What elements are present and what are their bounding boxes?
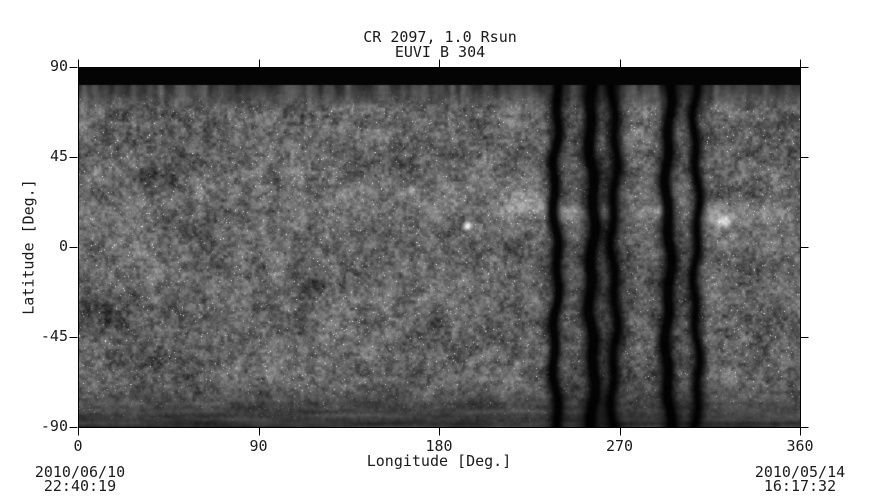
x-tick-label: 90 xyxy=(249,437,268,455)
y-tick-label: 0 xyxy=(58,237,68,255)
x-tick-label: 0 xyxy=(73,437,83,455)
synoptic-map-image xyxy=(78,67,800,427)
y-tick-label: 90 xyxy=(49,57,68,75)
x-axis-title: Longitude [Deg.] xyxy=(366,452,512,470)
bottom-right-date: 2010/05/14 16:17:32 xyxy=(720,463,880,495)
x-tick-label: 360 xyxy=(786,437,814,455)
x-tick-label: 270 xyxy=(605,437,634,455)
y-tick-label: -90 xyxy=(40,417,68,435)
figure-subtitle: EUVI B 304 xyxy=(394,43,486,61)
y-tick-label: 45 xyxy=(49,147,68,165)
bottom-right-date-line1: 2010/05/14 xyxy=(754,463,846,481)
bottom-left-date-line1: 2010/06/10 xyxy=(34,463,126,481)
bottom-left-date-line2: 22:40:19 xyxy=(43,477,117,495)
x-tick-label: 180 xyxy=(425,437,453,455)
bottom-right-date-line2: 16:17:32 xyxy=(763,477,837,495)
figure-title: CR 2097, 1.0 Rsun xyxy=(363,28,517,46)
bottom-left-date: 2010/06/10 22:40:19 xyxy=(0,463,160,495)
y-tick-label: -45 xyxy=(40,327,68,345)
